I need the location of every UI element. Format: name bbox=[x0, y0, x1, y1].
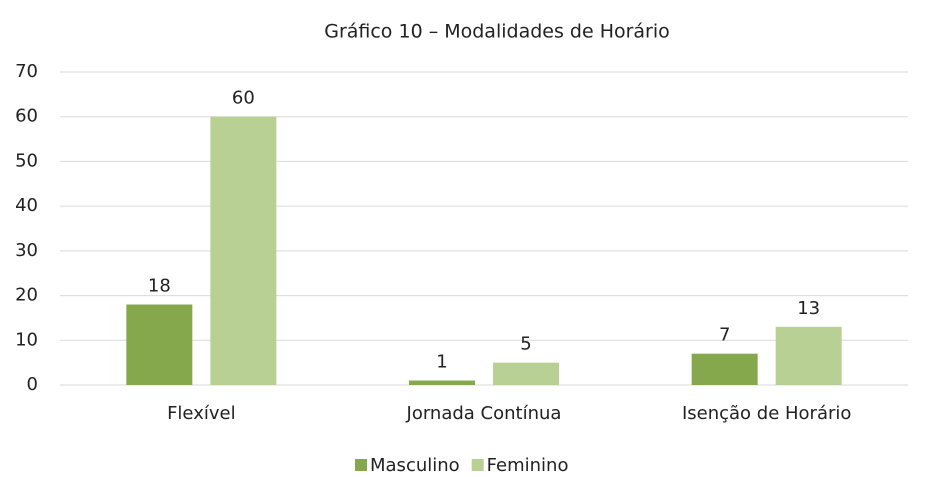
data-label: 13 bbox=[797, 298, 820, 319]
y-tick-label: 60 bbox=[15, 106, 38, 127]
data-label: 5 bbox=[520, 334, 531, 355]
bar bbox=[775, 326, 842, 385]
y-tick-label: 20 bbox=[15, 285, 38, 306]
legend-swatch bbox=[355, 459, 367, 471]
legend-label: Feminino bbox=[487, 455, 569, 476]
chart-title: Gráfico 10 – Modalidades de Horário bbox=[324, 21, 670, 43]
data-label: 18 bbox=[148, 276, 171, 297]
bar bbox=[493, 362, 559, 385]
bar bbox=[409, 380, 475, 385]
bar bbox=[126, 304, 193, 385]
x-tick-label: Flexível bbox=[167, 403, 236, 424]
y-tick-label: 10 bbox=[15, 329, 38, 350]
x-tick-label: Isenção de Horário bbox=[682, 403, 851, 424]
y-tick-label: 30 bbox=[15, 240, 38, 261]
data-label: 7 bbox=[719, 325, 730, 346]
y-tick-label: 70 bbox=[15, 61, 38, 82]
bar bbox=[210, 116, 277, 385]
bar bbox=[691, 353, 758, 385]
legend-swatch bbox=[471, 459, 484, 471]
x-tick-label: Jornada Contínua bbox=[406, 403, 562, 424]
legend-label: Masculino bbox=[370, 455, 460, 476]
data-label: 60 bbox=[232, 88, 255, 109]
y-tick-label: 0 bbox=[27, 374, 38, 395]
y-tick-label: 40 bbox=[15, 195, 38, 216]
y-tick-label: 50 bbox=[15, 150, 38, 171]
data-label: 1 bbox=[436, 352, 447, 373]
